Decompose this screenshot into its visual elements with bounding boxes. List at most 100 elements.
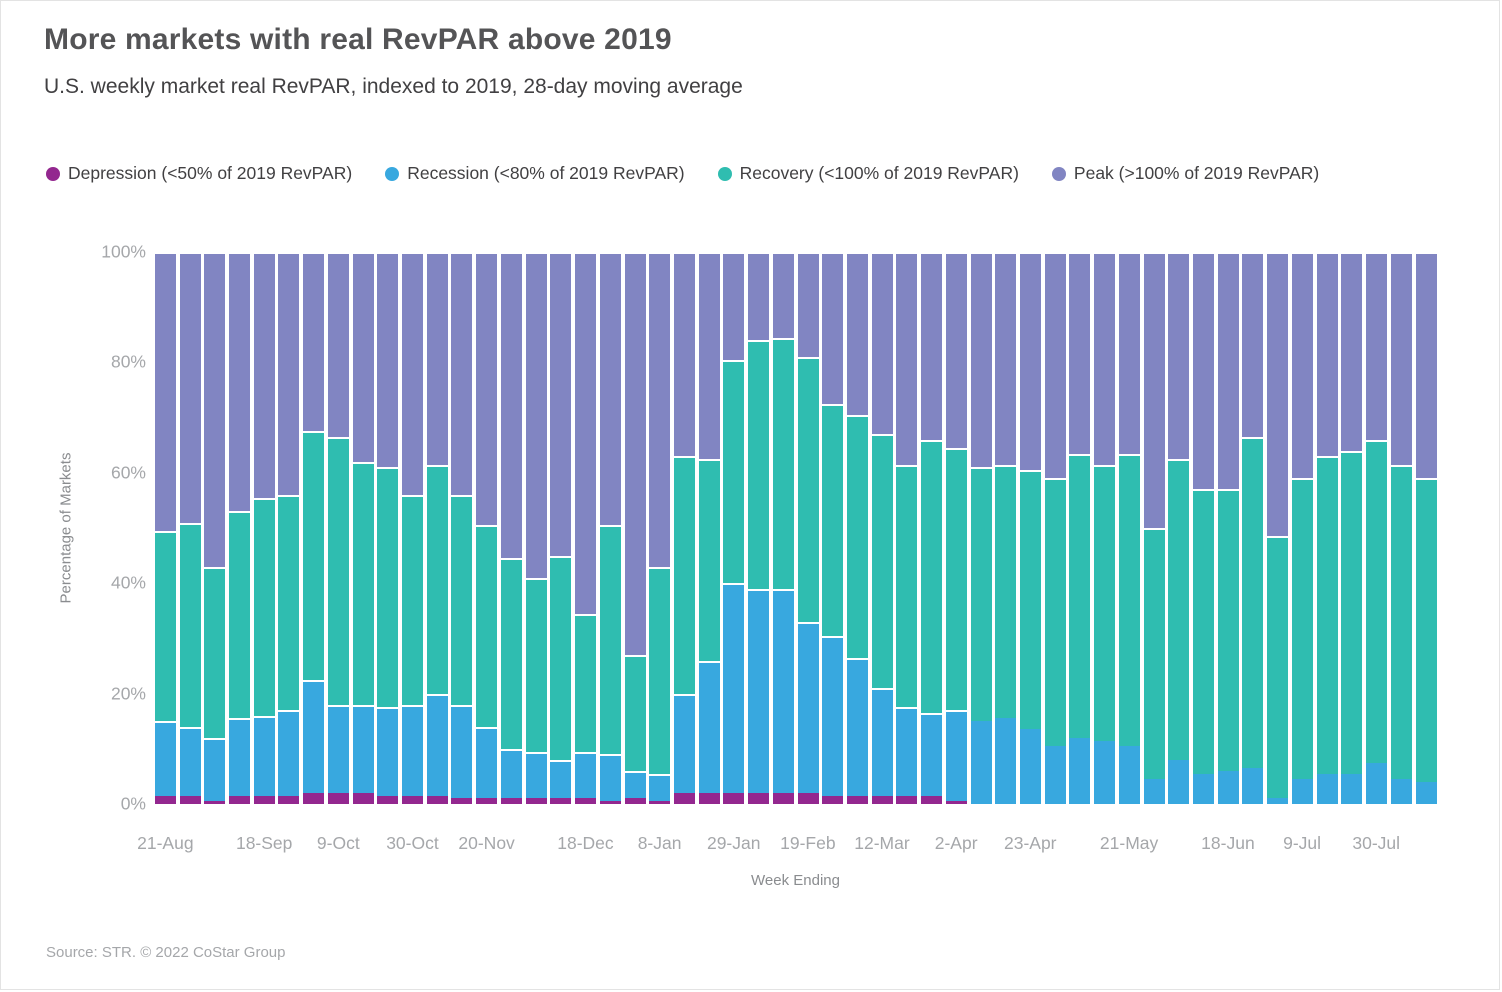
bar-segment [1341, 773, 1363, 804]
x-tick-label: 18-Sep [235, 833, 293, 853]
bar-segment [673, 792, 695, 804]
bar-segment [1069, 737, 1091, 804]
bar-segment [278, 494, 300, 711]
bar-segment [327, 436, 349, 705]
bar-slot [1117, 252, 1142, 804]
legend-label: Recovery (<100% of 2019 RevPAR) [739, 163, 1019, 183]
bar-slot [178, 252, 203, 804]
bar-segment [1020, 729, 1042, 804]
bar-slot [499, 252, 524, 804]
bar-segment [303, 792, 325, 804]
bar-segment [525, 751, 547, 799]
stacked-bar-week-11-Jun [1193, 252, 1215, 804]
bar-segment [1168, 252, 1190, 460]
stacked-bar-week-4-Jun [1168, 252, 1190, 804]
bar-segment [1143, 252, 1165, 529]
bar-segment [1242, 768, 1264, 804]
bar-slot [252, 252, 277, 804]
bar-segment [1143, 528, 1165, 780]
bar-segment [921, 252, 943, 440]
legend-dot-icon [385, 166, 400, 181]
bar-slot [277, 252, 302, 804]
bar-segment [624, 654, 646, 771]
legend: Depression (<50% of 2019 RevPAR) Recessio… [46, 163, 1352, 184]
y-tick-label: 0% [120, 793, 146, 814]
bar-segment [822, 795, 844, 804]
bar-segment [1217, 489, 1239, 771]
chart-subtitle: U.S. weekly market real RevPAR, indexed … [44, 75, 743, 98]
stacked-bar-week-1-Jan [624, 252, 646, 804]
bar-segment [772, 337, 794, 589]
stacked-bar-week-12-Mar [871, 252, 893, 804]
bar-slot [1191, 252, 1216, 804]
bar-segment [748, 792, 770, 804]
bar-slot [1414, 252, 1439, 804]
bar-segment [327, 704, 349, 793]
bar-segment [525, 577, 547, 752]
bar-segment [1217, 252, 1239, 490]
bar-slot [400, 252, 425, 804]
stacked-bar-week-18-Dec [575, 252, 597, 804]
bar-segment [253, 715, 275, 796]
stacked-bar-week-28-Aug [179, 252, 201, 804]
bar-segment [229, 795, 251, 804]
bar-slot [227, 252, 252, 804]
bar-segment [797, 792, 819, 804]
bar-segment [377, 252, 399, 468]
bar-slot [1241, 252, 1266, 804]
bar-segment [451, 252, 473, 495]
bar-segment [673, 456, 695, 694]
bar-segment [278, 795, 300, 804]
bar-segment [822, 635, 844, 796]
bar-segment [1217, 770, 1239, 804]
bar-slot [1389, 252, 1414, 804]
bar-segment [179, 252, 201, 523]
bar-slot [969, 252, 994, 804]
stacked-bar-week-19-Mar [896, 252, 918, 804]
bar-slot [1290, 252, 1315, 804]
bar-segment [995, 464, 1017, 719]
stacked-bar-week-19-Feb [797, 252, 819, 804]
bar-segment [1390, 779, 1412, 804]
bar-segment [253, 252, 275, 498]
stacked-bar-week-13-Nov [451, 252, 473, 804]
bar-segment [1044, 252, 1066, 479]
bar-segment [698, 252, 720, 460]
bar-segment [624, 770, 646, 799]
bar-segment [1291, 478, 1313, 780]
stacked-bar-week-23-Jul [1341, 252, 1363, 804]
stacked-bar-week-11-Dec [550, 252, 572, 804]
bar-segment [698, 459, 720, 661]
bar-segment [278, 252, 300, 495]
bar-segment [229, 511, 251, 719]
bar-segment [1341, 450, 1363, 774]
y-axis-title: Percentage of Markets [57, 452, 75, 604]
bar-segment [673, 693, 695, 793]
bar-segment [896, 707, 918, 796]
legend-dot-icon [717, 166, 732, 181]
bar-segment [1341, 252, 1363, 451]
bar-segment [970, 252, 992, 468]
stacked-bar-week-14-May [1094, 252, 1116, 804]
stacked-bar-week-21-May [1118, 252, 1140, 804]
x-tick-label: 21-Aug [137, 833, 194, 853]
x-axis-tick-labels: 21-Aug 18-Sep 9-Oct 30-Oct 20-Nov 18-Dec 8-Jan… [137, 833, 1438, 859]
y-tick-label: 80% [110, 351, 146, 372]
bar-segment [402, 252, 424, 495]
bar-slot [1043, 252, 1068, 804]
bar-segment [426, 795, 448, 804]
bar-segment [871, 795, 893, 804]
bar-slot [820, 252, 845, 804]
bar-segment [476, 252, 498, 526]
stacked-bar-week-25-Jun [1242, 252, 1264, 804]
bar-segment [278, 710, 300, 796]
bar-slot [202, 252, 227, 804]
bar-segment [945, 710, 967, 802]
bar-slot [573, 252, 598, 804]
bar-segment [1267, 798, 1289, 804]
bar-segment [673, 252, 695, 457]
bar-slot [746, 252, 771, 804]
stacked-bar-week-9-Oct [327, 252, 349, 804]
bar-slot [1166, 252, 1191, 804]
bar-segment [649, 252, 671, 567]
